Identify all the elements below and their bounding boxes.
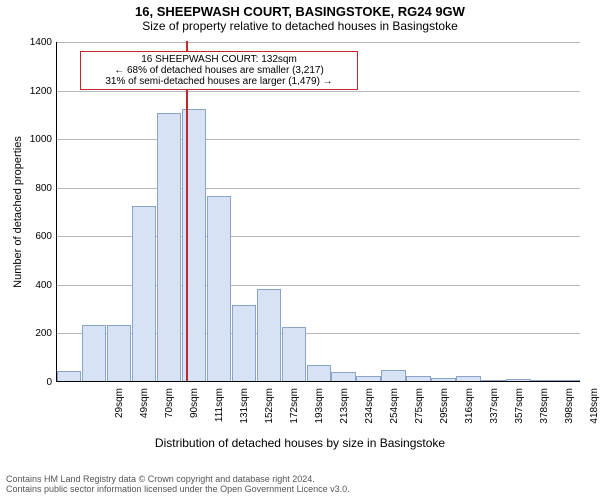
histogram-bar	[82, 325, 106, 381]
annotation-box: 16 SHEEPWASH COURT: 132sqm← 68% of detac…	[80, 51, 358, 90]
histogram-bar	[232, 305, 256, 381]
x-tick-label: 90sqm	[189, 388, 200, 438]
x-tick-label: 275sqm	[414, 388, 425, 438]
histogram-bar	[157, 113, 181, 381]
x-tick-label: 131sqm	[239, 388, 250, 438]
x-tick-label: 111sqm	[214, 388, 225, 438]
histogram-bar	[331, 372, 355, 381]
gridline	[57, 139, 580, 140]
y-tick-label: 1000	[14, 134, 52, 145]
x-tick-label: 418sqm	[589, 388, 600, 438]
histogram-bar	[107, 325, 131, 381]
x-tick-label: 193sqm	[314, 388, 325, 438]
x-tick-label: 295sqm	[439, 388, 450, 438]
y-tick-label: 400	[14, 280, 52, 291]
y-tick-label: 1200	[14, 86, 52, 97]
marker-line	[186, 41, 188, 381]
x-tick-label: 49sqm	[139, 388, 150, 438]
y-tick-label: 1400	[14, 37, 52, 48]
x-tick-label: 254sqm	[389, 388, 400, 438]
footer-line: Contains public sector information licen…	[6, 484, 350, 494]
x-tick-label: 152sqm	[264, 388, 275, 438]
chart-title-sub: Size of property relative to detached ho…	[0, 19, 600, 33]
histogram-plot	[56, 42, 580, 382]
histogram-bar	[307, 365, 331, 382]
x-tick-label: 213sqm	[339, 388, 350, 438]
chart-title-main: 16, SHEEPWASH COURT, BASINGSTOKE, RG24 9…	[0, 0, 600, 19]
x-tick-label: 316sqm	[464, 388, 475, 438]
x-tick-label: 172sqm	[289, 388, 300, 438]
y-tick-label: 200	[14, 328, 52, 339]
x-axis-title: Distribution of detached houses by size …	[0, 436, 600, 450]
x-tick-label: 234sqm	[364, 388, 375, 438]
histogram-bar	[481, 380, 505, 381]
footer-line: Contains HM Land Registry data © Crown c…	[6, 474, 350, 484]
histogram-bar	[57, 371, 81, 381]
annotation-line: 16 SHEEPWASH COURT: 132sqm	[85, 54, 353, 65]
histogram-bar	[506, 379, 530, 381]
histogram-bar	[556, 380, 580, 381]
histogram-bar	[132, 206, 156, 381]
gridline	[57, 42, 580, 43]
histogram-bar	[207, 196, 231, 381]
histogram-bar	[257, 289, 281, 381]
gridline	[57, 91, 580, 92]
x-tick-label: 70sqm	[164, 388, 175, 438]
annotation-line: ← 68% of detached houses are smaller (3,…	[85, 65, 353, 76]
x-tick-label: 398sqm	[564, 388, 575, 438]
gridline	[57, 188, 580, 189]
footer: Contains HM Land Registry data © Crown c…	[6, 474, 350, 494]
y-tick-label: 0	[14, 377, 52, 388]
annotation-line: 31% of semi-detached houses are larger (…	[85, 76, 353, 87]
histogram-bar	[431, 378, 455, 381]
x-tick-label: 29sqm	[114, 388, 125, 438]
histogram-bar	[356, 376, 380, 381]
x-tick-label: 337sqm	[489, 388, 500, 438]
histogram-bar	[282, 327, 306, 381]
histogram-bar	[456, 376, 480, 381]
histogram-bar	[531, 380, 555, 381]
y-tick-label: 600	[14, 231, 52, 242]
y-tick-label: 800	[14, 183, 52, 194]
x-tick-label: 357sqm	[514, 388, 525, 438]
histogram-bar	[381, 370, 405, 381]
x-tick-label: 378sqm	[539, 388, 550, 438]
histogram-bar	[406, 376, 430, 381]
